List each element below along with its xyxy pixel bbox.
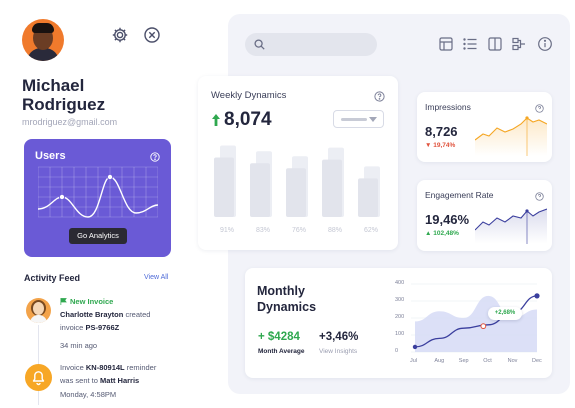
- columns-icon[interactable]: [487, 36, 503, 52]
- feed-person[interactable]: Charlotte Brayton: [60, 310, 124, 319]
- list-icon[interactable]: [462, 36, 478, 52]
- help-icon[interactable]: [535, 188, 544, 201]
- weekly-bar[interactable]: [358, 178, 378, 217]
- area-series: [415, 295, 537, 352]
- table-icon[interactable]: [438, 36, 454, 52]
- highlight-point[interactable]: [480, 323, 487, 330]
- y-tick-label: 300: [395, 297, 405, 303]
- weekly-bar[interactable]: [286, 168, 306, 217]
- y-tick-label: 0: [395, 348, 399, 354]
- impressions-card: Impressions 8,726 ▼ 19,74%: [417, 92, 552, 162]
- month-average-value: + $4284: [258, 331, 300, 343]
- view-all-link[interactable]: View All: [144, 274, 169, 281]
- help-icon[interactable]: [150, 149, 160, 162]
- period-select[interactable]: [333, 110, 384, 128]
- engagement-card: Engagement Rate 19,46% ▲ 102,48%: [417, 180, 552, 251]
- weekly-bar-label: 83%: [255, 227, 270, 234]
- x-tick-label: Dec: [532, 358, 542, 364]
- gear-icon[interactable]: [111, 26, 129, 44]
- x-tick-label: Sep: [458, 358, 469, 364]
- monthly-title-line1: Monthly: [257, 284, 305, 298]
- search-icon: [254, 39, 265, 50]
- weekly-bar-label: 88%: [327, 227, 342, 234]
- bell-icon[interactable]: [25, 364, 52, 391]
- profile-email: mrodriguez@gmail.com: [22, 117, 118, 127]
- monthly-dynamics-title: Monthly Dynamics: [257, 283, 316, 315]
- avatar[interactable]: [22, 19, 64, 61]
- weekly-bar-label: 62%: [363, 227, 378, 234]
- engagement-delta: ▲ 102,48%: [425, 230, 459, 237]
- help-icon[interactable]: [535, 100, 544, 113]
- impressions-sparkline: [475, 116, 547, 156]
- arrow-up-icon: ▲: [425, 230, 434, 237]
- profile-first-name: Michael: [22, 76, 85, 95]
- users-card-title: Users: [35, 150, 66, 162]
- feed-text: Invoice: [60, 363, 84, 372]
- y-tick-label: 200: [395, 314, 405, 320]
- flag-icon: [60, 298, 67, 305]
- chart-tooltip: +2,68%: [488, 307, 522, 320]
- view-insights-link[interactable]: View Insights: [319, 348, 358, 355]
- users-card: Users Go Analytics: [24, 139, 171, 257]
- feed-item-reminder: Invoice KN-80914L reminder was sent to M…: [60, 361, 175, 387]
- feed-invoice[interactable]: KN-80914L: [85, 363, 125, 372]
- engagement-delta-value: 102,48%: [433, 230, 459, 237]
- month-average-label: Month Average: [258, 348, 305, 355]
- weekly-bars-chart: [214, 145, 380, 217]
- activity-feed-title: Activity Feed: [24, 273, 81, 283]
- insights-value: +3,46%: [319, 331, 359, 343]
- feed-time: Monday, 4:58PM: [60, 390, 117, 399]
- close-icon[interactable]: [143, 26, 161, 44]
- profile-name: Michael Rodriguez: [22, 76, 105, 114]
- flow-icon[interactable]: [511, 36, 527, 52]
- feed-person[interactable]: Matt Harris: [100, 376, 140, 385]
- engagement-title: Engagement Rate: [425, 190, 494, 200]
- feed-tag: New Invoice: [70, 297, 114, 306]
- x-tick-label: Oct: [483, 358, 492, 364]
- impressions-title: Impressions: [425, 102, 471, 112]
- feed-text: invoice: [60, 323, 84, 332]
- arrow-down-icon: ▼: [425, 142, 434, 149]
- feed-avatar[interactable]: [26, 298, 51, 323]
- arrow-up-icon: [212, 114, 220, 126]
- weekly-bar[interactable]: [250, 163, 270, 217]
- x-tick-label: Aug: [434, 358, 445, 364]
- impressions-value: 8,726: [425, 124, 458, 139]
- go-analytics-button[interactable]: Go Analytics: [69, 228, 127, 244]
- feed-invoice[interactable]: PS-9766Z: [85, 323, 120, 332]
- impressions-delta-value: 19,74%: [433, 142, 456, 149]
- feed-text: created: [125, 310, 151, 319]
- feed-time: 34 min ago: [60, 341, 98, 350]
- feed-text: reminder: [126, 363, 157, 372]
- search-input[interactable]: [245, 33, 377, 56]
- y-tick-label: 100: [395, 331, 405, 337]
- chevron-down-icon: [369, 117, 377, 122]
- weekly-bar[interactable]: [322, 159, 342, 217]
- weekly-bar-label: 91%: [219, 227, 234, 234]
- weekly-bar[interactable]: [214, 157, 234, 217]
- monthly-title-line2: Dynamics: [257, 300, 317, 314]
- users-wave-graph: [38, 166, 158, 218]
- line-point[interactable]: [412, 344, 418, 350]
- weekly-bar-label: 76%: [291, 227, 306, 234]
- feed-item-invoice: New Invoice Charlotte Brayton created in…: [60, 295, 175, 334]
- profile-last-name: Rodriguez: [22, 95, 106, 114]
- engagement-sparkline: [475, 208, 547, 244]
- x-tick-label: Jul: [410, 358, 418, 364]
- impressions-delta: ▼ 19,74%: [425, 142, 455, 149]
- x-tick-label: Nov: [507, 358, 518, 364]
- engagement-value: 19,46%: [425, 212, 470, 227]
- weekly-value: 8,074: [224, 109, 272, 130]
- info-icon[interactable]: [537, 36, 553, 52]
- feed-text: was sent to: [60, 376, 98, 385]
- y-tick-label: 400: [395, 280, 405, 286]
- line-point[interactable]: [534, 293, 540, 299]
- weekly-dynamics-title: Weekly Dynamics: [211, 90, 287, 101]
- help-icon[interactable]: [374, 89, 385, 102]
